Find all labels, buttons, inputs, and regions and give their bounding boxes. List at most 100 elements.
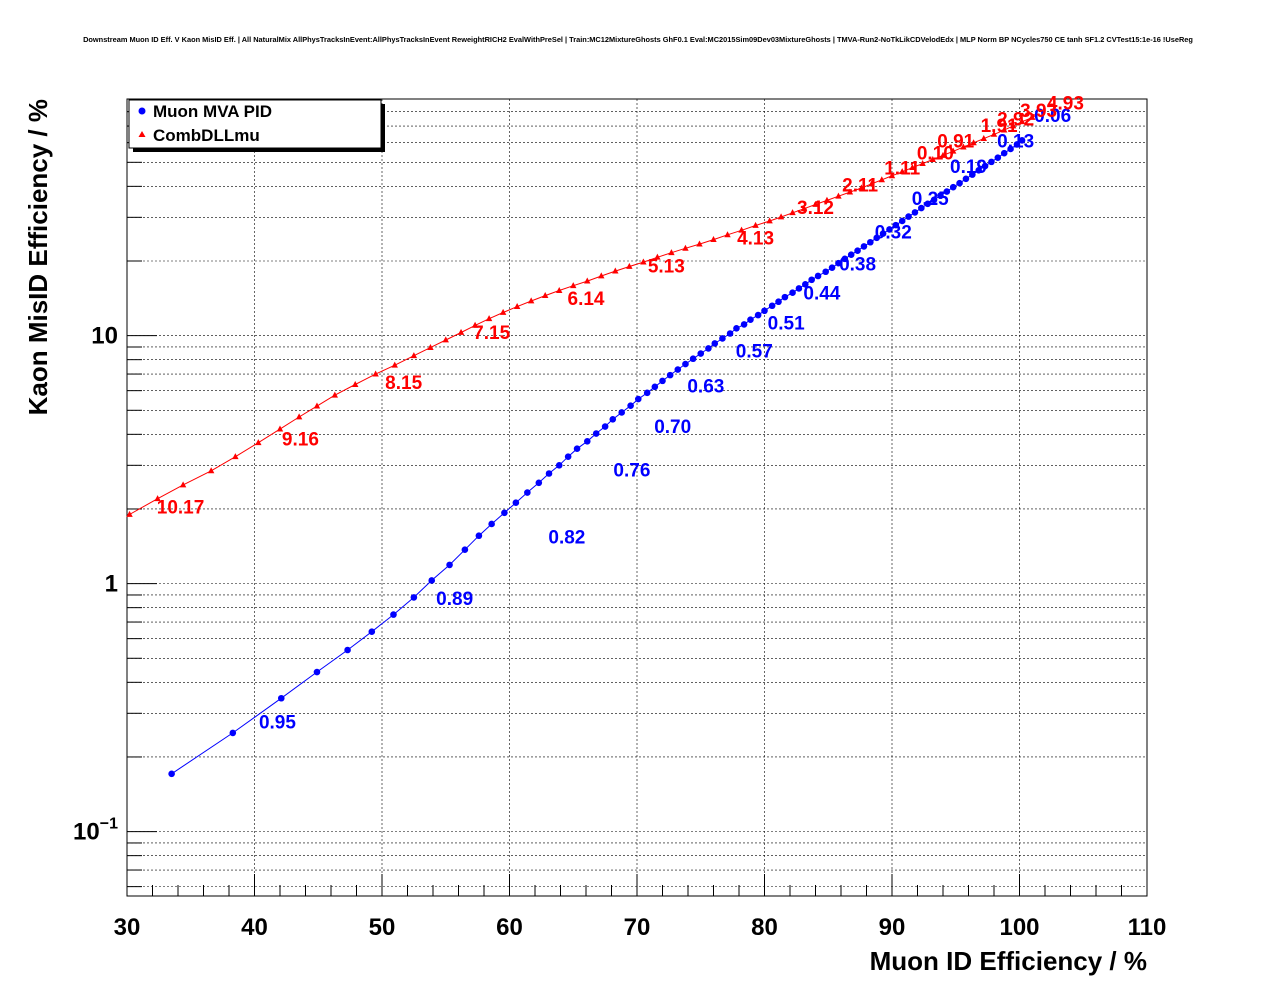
data-point-muon-mva-pid xyxy=(659,377,666,385)
data-point-combdllmu xyxy=(823,196,831,203)
data-point-combdllmu xyxy=(584,277,591,284)
data-point-combdllmu xyxy=(1009,122,1017,129)
grid xyxy=(127,99,1147,896)
data-point-combdllmu xyxy=(888,172,896,179)
data-point-muon-mva-pid xyxy=(535,479,543,487)
data-point-combdllmu xyxy=(499,308,507,315)
data-point-combdllmu xyxy=(868,180,875,187)
x-tick-label: 90 xyxy=(879,914,906,941)
data-point-muon-mva-pid xyxy=(1013,141,1021,148)
data-point-muon-mva-pid xyxy=(428,577,436,584)
point-label-muon-mva-pid: 0.82 xyxy=(548,528,585,549)
data-point-muon-mva-pid xyxy=(601,423,609,430)
data-point-combdllmu xyxy=(766,217,773,224)
data-point-muon-mva-pid xyxy=(1018,137,1026,144)
data-point-muon-mva-pid xyxy=(651,383,659,391)
data-point-muon-mva-pid xyxy=(1007,145,1014,153)
data-point-muon-mva-pid xyxy=(512,499,520,506)
data-point-muon-mva-pid xyxy=(564,453,572,460)
data-point-combdllmu xyxy=(570,282,577,289)
point-label-combdllmu: 10.17 xyxy=(157,497,205,518)
data-point-muon-mva-pid xyxy=(475,532,483,540)
data-point-muon-mva-pid xyxy=(761,307,768,315)
data-point-combdllmu xyxy=(427,343,434,350)
data-point-muon-mva-pid xyxy=(643,389,651,397)
data-point-combdllmu xyxy=(738,226,745,233)
point-label-combdllmu: 7.15 xyxy=(473,323,510,344)
x-tick-label: 60 xyxy=(496,914,523,941)
data-point-combdllmu xyxy=(878,176,885,183)
data-point-muon-mva-pid xyxy=(789,289,796,296)
chart-title: Downstream Muon ID Eff. V Kaon MisID Eff… xyxy=(83,35,1193,44)
data-point-muon-mva-pid xyxy=(860,243,868,250)
data-point-combdllmu xyxy=(255,439,262,446)
data-point-muon-mva-pid xyxy=(313,668,321,676)
data-point-combdllmu xyxy=(858,184,865,191)
point-label-combdllmu: 9.16 xyxy=(282,430,319,451)
data-point-combdllmu xyxy=(752,221,759,228)
data-point-muon-mva-pid xyxy=(911,209,919,216)
data-point-muon-mva-pid xyxy=(674,366,682,373)
series-layer xyxy=(126,113,1036,778)
point-label-muon-mva-pid: 0.70 xyxy=(654,417,691,438)
data-point-combdllmu xyxy=(126,510,133,517)
point-labels-layer: 0.95 0.89 0.82 0.76 0.70 0.63 0.57 0.51 0.44 0.38… xyxy=(157,94,1084,734)
data-point-combdllmu xyxy=(331,391,339,398)
data-point-muon-mva-pid xyxy=(344,646,351,654)
data-point-combdllmu xyxy=(990,130,998,137)
data-point-combdllmu xyxy=(410,352,418,359)
data-point-muon-mva-pid xyxy=(488,520,495,528)
data-point-muon-mva-pid xyxy=(879,230,887,237)
data-point-combdllmu xyxy=(1018,118,1026,125)
data-point-muon-mva-pid xyxy=(682,360,689,368)
data-point-muon-mva-pid xyxy=(1000,149,1008,157)
data-point-combdllmu xyxy=(899,168,906,175)
data-point-muon-mva-pid xyxy=(697,350,705,357)
data-point-muon-mva-pid xyxy=(726,330,734,337)
data-point-muon-mva-pid xyxy=(410,594,418,601)
x-tick-label: 70 xyxy=(624,914,651,941)
y-tick-exponent: −1 xyxy=(100,816,118,833)
data-point-muon-mva-pid xyxy=(969,171,976,178)
data-point-muon-mva-pid xyxy=(711,340,719,347)
data-point-muon-mva-pid xyxy=(988,158,995,166)
data-point-combdllmu xyxy=(527,297,535,304)
data-point-muon-mva-pid xyxy=(573,445,581,453)
data-point-muon-mva-pid xyxy=(949,183,957,191)
data-point-muon-mva-pid xyxy=(390,611,397,618)
legend-box xyxy=(128,99,382,149)
data-point-muon-mva-pid xyxy=(705,345,712,352)
data-point-combdllmu xyxy=(960,143,967,150)
data-point-muon-mva-pid xyxy=(627,402,634,409)
data-point-muon-mva-pid xyxy=(592,430,600,437)
legend-marker-muon-mva-pid xyxy=(138,107,146,115)
x-tick-label: 30 xyxy=(114,914,141,941)
y-tick-label: 1 xyxy=(105,571,118,598)
point-label-combdllmu: 3.12 xyxy=(797,198,834,219)
data-point-muon-mva-pid xyxy=(873,234,880,242)
data-point-combdllmu xyxy=(1001,126,1008,133)
data-point-muon-mva-pid xyxy=(808,276,815,284)
y-tick-base: 10 xyxy=(73,819,100,846)
data-point-muon-mva-pid xyxy=(847,251,855,259)
y-tick-base: 1 xyxy=(105,571,118,598)
data-point-combdllmu xyxy=(980,135,987,142)
data-point-muon-mva-pid xyxy=(754,311,762,319)
data-point-muon-mva-pid xyxy=(994,154,1002,161)
point-label-combdllmu: 2.92 xyxy=(997,109,1034,130)
data-point-muon-mva-pid xyxy=(781,293,789,301)
data-point-combdllmu xyxy=(232,453,239,460)
point-label-combdllmu: 3.93 xyxy=(1020,101,1057,122)
data-point-muon-mva-pid xyxy=(867,238,874,246)
data-point-combdllmu xyxy=(154,495,161,502)
point-label-muon-mva-pid: 0.63 xyxy=(687,376,724,397)
data-point-muon-mva-pid xyxy=(461,546,469,554)
data-point-combdllmu xyxy=(598,272,605,279)
data-point-combdllmu xyxy=(1029,113,1036,120)
x-tick-label: 50 xyxy=(369,914,396,941)
data-point-combdllmu xyxy=(668,249,675,256)
x-tick-label: 80 xyxy=(751,914,778,941)
